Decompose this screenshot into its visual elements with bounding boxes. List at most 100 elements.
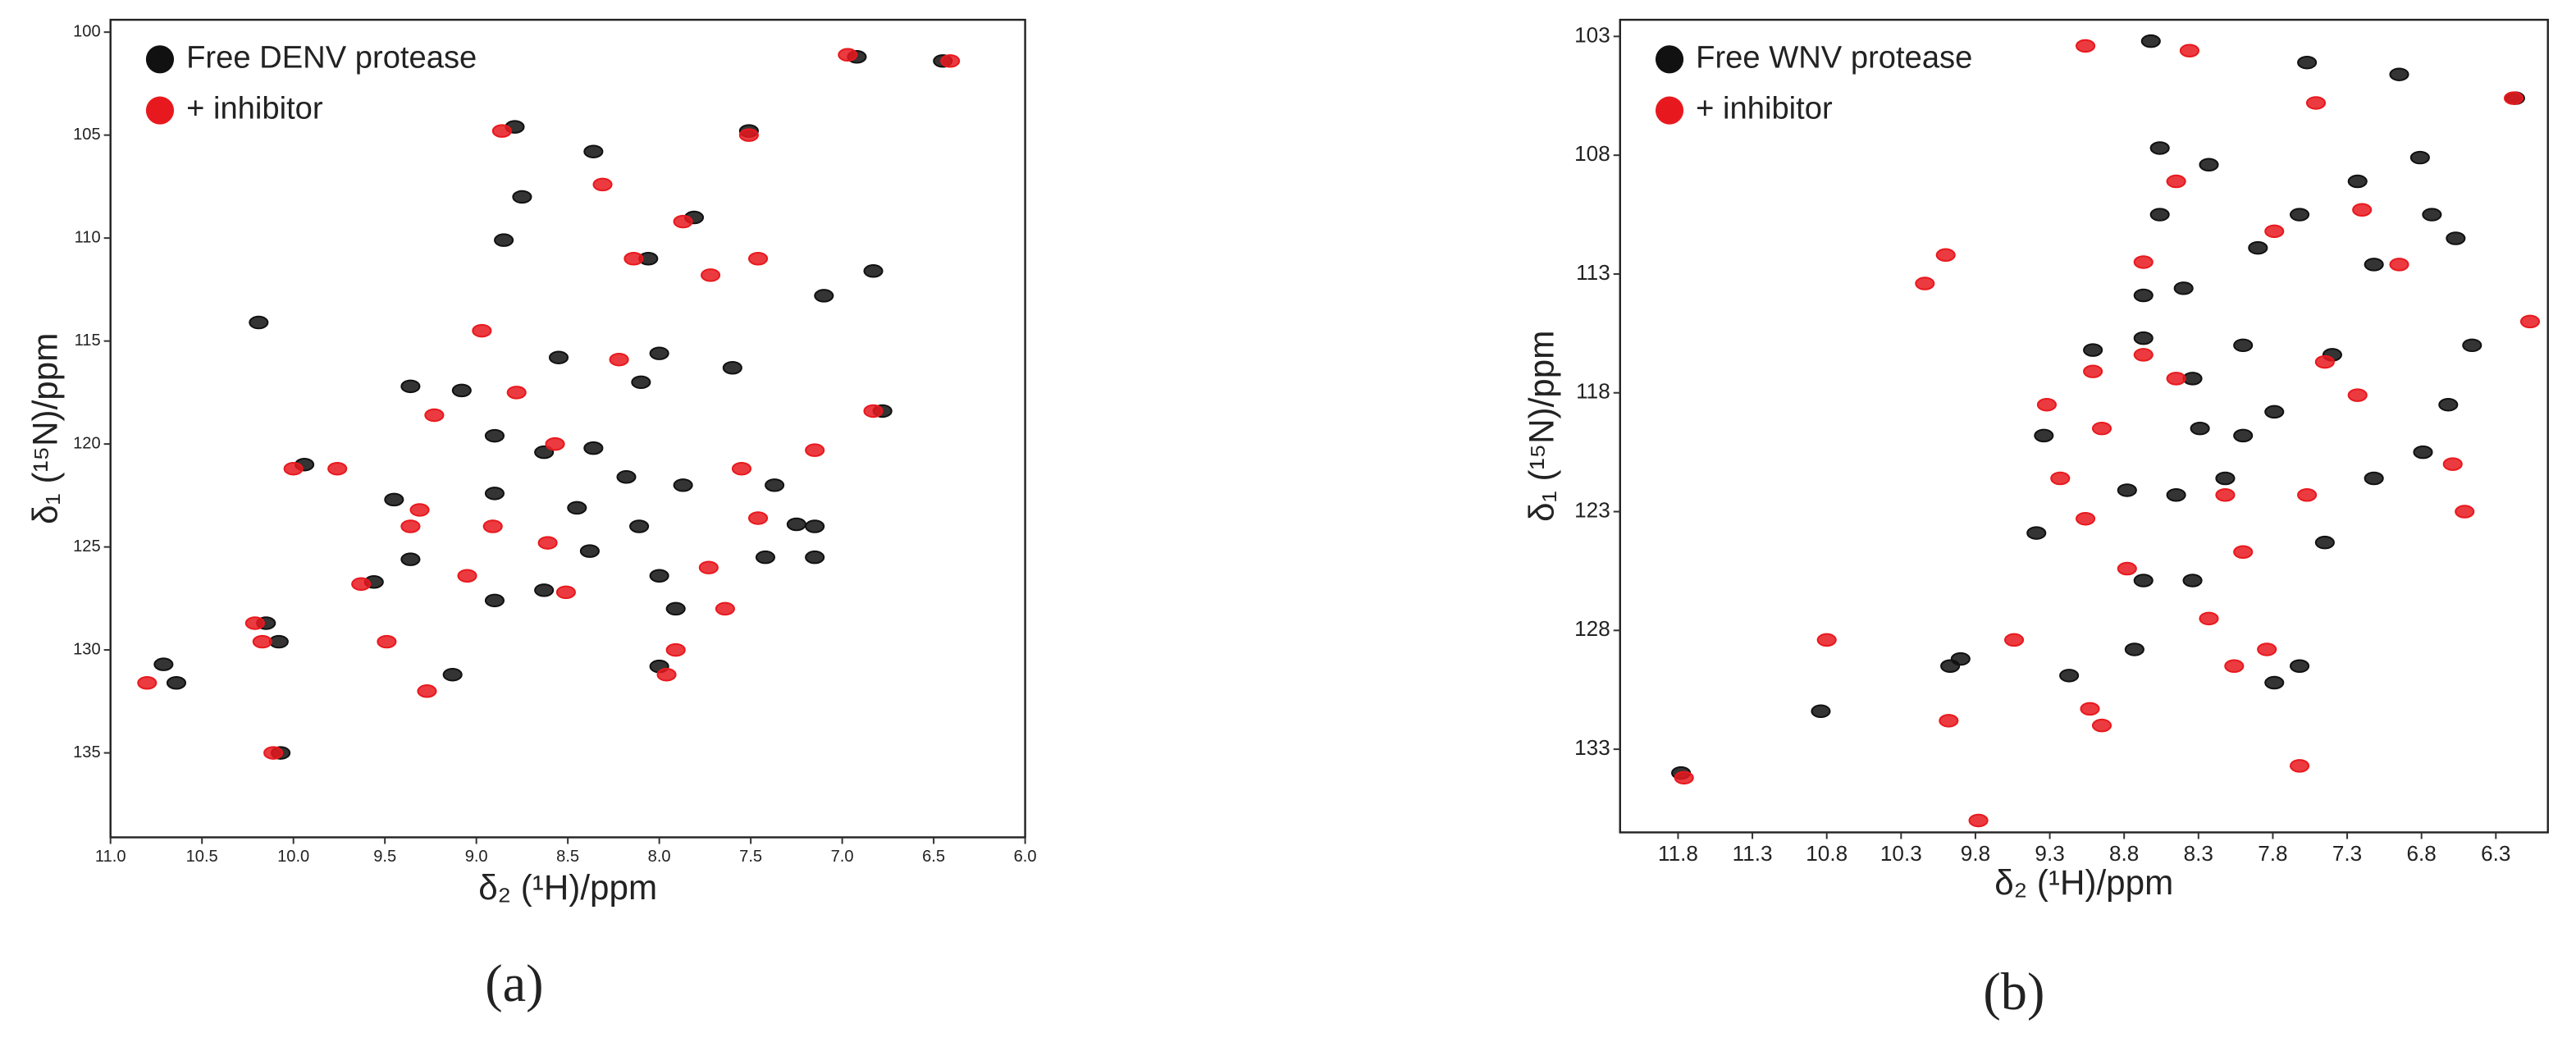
peak: [722, 361, 742, 375]
peak: [2364, 258, 2384, 272]
peak: [494, 233, 514, 247]
peak: [631, 375, 651, 390]
plot-frame: [1619, 18, 2549, 834]
peak: [409, 503, 430, 517]
peak: [2519, 314, 2541, 329]
peak: [384, 492, 404, 507]
x-tick-label: 10.0: [277, 848, 309, 866]
peak: [2257, 642, 2277, 656]
peak: [2133, 574, 2154, 588]
peak: [1811, 704, 1831, 719]
y-tick-label: 135: [73, 743, 101, 761]
peak: [1950, 652, 1971, 666]
x-tick-label: 7.5: [739, 848, 762, 866]
peak: [166, 676, 187, 690]
y-tick-label: 130: [73, 640, 101, 658]
peak: [2264, 224, 2285, 239]
peak: [863, 404, 884, 418]
peak: [2133, 255, 2154, 269]
peak: [649, 569, 669, 583]
peak: [656, 667, 677, 682]
peak: [2117, 561, 2137, 576]
y-tick-label: 120: [73, 434, 101, 452]
peak: [548, 350, 569, 364]
peak: [2140, 34, 2161, 48]
peak: [153, 657, 174, 671]
y-axis-label: δ₁ (¹⁵N)/ppm: [26, 333, 65, 524]
peak: [583, 144, 604, 158]
y-tick-label: 100: [73, 22, 101, 40]
peak: [2413, 445, 2433, 459]
peak: [2455, 505, 2475, 519]
plot-frame: [109, 18, 1026, 839]
peak: [698, 560, 719, 574]
peak: [512, 190, 532, 204]
x-tick-label: 6.3: [2481, 841, 2510, 866]
peak: [2462, 338, 2482, 353]
peak: [2182, 574, 2203, 588]
peak: [400, 552, 421, 566]
peak: [2034, 428, 2054, 443]
peak: [623, 252, 644, 266]
peak: [244, 616, 265, 630]
peak: [2297, 55, 2318, 70]
panel-label: (a): [485, 954, 543, 1013]
x-tick-label: 6.0: [1014, 848, 1037, 866]
peak: [263, 746, 284, 760]
peak: [2290, 759, 2310, 773]
y-tick-label: 128: [1574, 616, 1610, 641]
peak: [2233, 545, 2254, 559]
peak: [2026, 526, 2047, 540]
peak: [2004, 633, 2025, 647]
peak: [2199, 158, 2219, 171]
peak: [534, 583, 555, 597]
y-tick-label: 118: [1576, 379, 1610, 404]
x-tick-label: 8.3: [2184, 841, 2213, 866]
peak: [2149, 208, 2170, 222]
peak: [2290, 208, 2310, 222]
peak: [755, 550, 776, 565]
peak: [2305, 96, 2327, 110]
peak: [805, 550, 825, 565]
peak: [2133, 288, 2154, 303]
peak: [649, 346, 669, 360]
peak: [1968, 813, 1989, 828]
peak: [616, 470, 637, 484]
peak: [2173, 281, 2194, 295]
x-tick-label: 10.3: [1880, 841, 1922, 866]
x-tick-label: 10.8: [1806, 841, 1848, 866]
peak: [673, 478, 693, 492]
x-tick-label: 9.5: [373, 848, 396, 866]
peak: [786, 517, 806, 532]
peak: [484, 428, 505, 443]
x-tick-label: 11.3: [1733, 841, 1773, 866]
peaks: [137, 48, 961, 760]
panel-label: (b): [1983, 962, 2044, 1021]
peak: [555, 585, 576, 600]
x-tick-label: 9.3: [2035, 841, 2064, 866]
peak: [457, 569, 477, 583]
peaks: [1671, 34, 2541, 828]
peak: [567, 501, 587, 515]
peak: [673, 214, 693, 229]
peak: [484, 487, 505, 501]
peak: [1915, 277, 1935, 290]
x-tick-label: 11.8: [1658, 841, 1698, 866]
peak: [482, 519, 503, 533]
peak: [2264, 675, 2285, 690]
x-tick-label: 8.0: [648, 848, 671, 866]
peak: [252, 634, 272, 649]
x-tick-label: 7.3: [2332, 841, 2362, 866]
peak: [2059, 669, 2080, 683]
peak: [814, 289, 834, 303]
x-tick-label: 7.8: [2258, 841, 2287, 866]
peak: [1935, 248, 1956, 263]
peak: [940, 54, 961, 68]
peak: [2352, 203, 2373, 217]
peak: [583, 441, 604, 455]
peak: [1674, 770, 1694, 785]
peak: [351, 577, 372, 592]
peak: [2166, 488, 2186, 502]
peak: [2182, 372, 2203, 386]
peak: [2422, 208, 2442, 222]
